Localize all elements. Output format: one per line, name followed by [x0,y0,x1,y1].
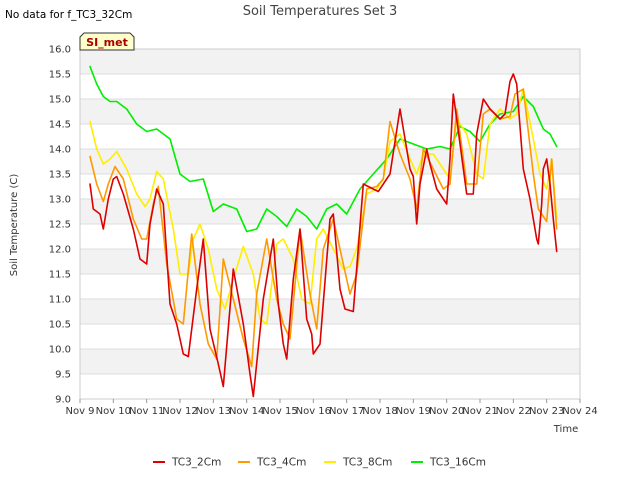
legend: TC3_2Cm TC3_4Cm TC3_8Cm TC3_16Cm [153,457,486,469]
y-tick-label: 14.0 [49,145,71,156]
background-band [80,324,580,349]
site-badge: SI_met [79,32,135,51]
legend-item: TC3_2Cm [153,457,221,469]
legend-item: TC3_4Cm [238,457,306,469]
background-band [80,274,580,299]
background-band [80,49,580,74]
y-tick-label: 16.0 [49,45,71,56]
site-badge-shape [79,32,135,51]
x-tick-label: Nov 20 [429,406,464,417]
legend-label: TC3_4Cm [256,457,306,469]
y-tick-label: 11.5 [49,270,71,281]
x-tick-label: Nov 16 [296,406,331,417]
x-tick-label: Nov 17 [329,406,364,417]
x-tick-label: Nov 14 [229,406,264,417]
x-tick-label: Nov 13 [196,406,231,417]
background-band [80,149,580,174]
x-tick-label: Nov 9 [65,406,94,417]
x-tick-label: Nov 21 [462,406,497,417]
y-tick-label: 10.5 [49,320,71,331]
y-axis-ticks: 9.0 9.5 10.0 10.5 11.0 11.5 12.0 12.5 13.0 13.5 14… [49,45,71,406]
legend-label: TC3_2Cm [171,457,221,469]
x-tick-label: Nov 10 [96,406,131,417]
chart-title: Soil Temperatures Set 3 [243,4,398,19]
y-tick-label: 13.5 [49,170,71,181]
y-axis-label: Soil Temperature (C) [9,174,20,277]
x-tick-label: Nov 12 [162,406,197,417]
y-tick-label: 13.0 [49,195,71,206]
legend-label: TC3_16Cm [429,457,486,469]
series-line-tc3-2cm [89,73,558,398]
background-band [80,99,580,124]
y-tick-label: 15.0 [49,95,71,106]
x-tick-label: Nov 15 [262,406,297,417]
no-data-note: No data for f_TC3_32Cm [5,9,132,21]
x-tick-label: Nov 11 [129,406,164,417]
x-tick-label: Nov 24 [562,406,597,417]
background-band [80,374,580,399]
background-band [80,124,580,149]
series-line-tc3-16cm [89,65,558,233]
y-tick-label: 11.0 [49,295,71,306]
x-tick-label: Nov 23 [529,406,564,417]
series-lines [89,65,558,398]
background-band [80,249,580,274]
background-band [80,349,580,374]
x-tick-label: Nov 22 [496,406,531,417]
y-tick-label: 9.5 [55,370,71,381]
y-tick-label: 9.0 [55,395,71,406]
legend-item: TC3_16Cm [411,457,486,469]
y-tick-label: 12.5 [49,220,71,231]
y-tick-label: 12.0 [49,245,71,256]
background-band [80,74,580,99]
y-tick-label: 14.5 [49,120,71,131]
series-line-tc3-8cm [89,88,558,325]
x-tick-label: Nov 19 [396,406,431,417]
x-tick-label: Nov 18 [362,406,397,417]
legend-item: TC3_8Cm [324,457,392,469]
y-tick-label: 10.0 [49,345,71,356]
legend-label: TC3_8Cm [342,457,392,469]
plot-frame [79,48,581,400]
background-band [80,299,580,324]
x-axis-label: Time [553,424,578,435]
site-badge-label: SI_met [86,36,128,49]
y-tick-label: 15.5 [49,70,71,81]
